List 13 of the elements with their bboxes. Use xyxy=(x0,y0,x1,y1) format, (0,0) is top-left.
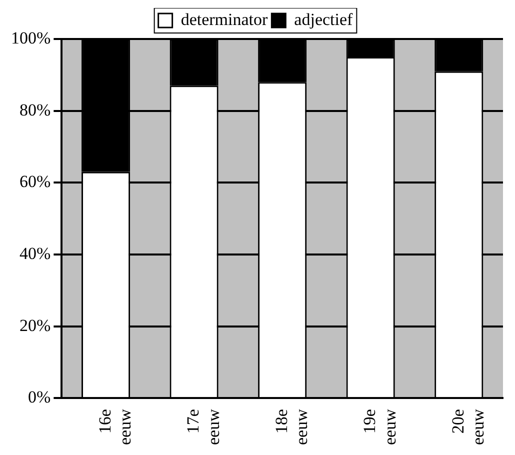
x-tick-label: 16e eeuw xyxy=(95,408,135,446)
y-tick-label: 0% xyxy=(28,388,51,407)
x-tick-label: 20e eeuw xyxy=(448,408,488,446)
x-tick-label: 18e eeuw xyxy=(272,408,312,446)
legend-label: adjectief xyxy=(294,10,354,29)
y-tick-label: 60% xyxy=(19,172,51,192)
y-tick-label: 40% xyxy=(19,244,51,263)
legend-label: determinator xyxy=(180,10,268,29)
y-tick-label: 20% xyxy=(19,316,51,335)
x-tick-label: 17e eeuw xyxy=(184,408,223,446)
y-tick-label: 100% xyxy=(10,28,51,48)
y-tick-label: 80% xyxy=(19,100,51,120)
x-tick-label: 19e eeuw xyxy=(360,408,400,446)
